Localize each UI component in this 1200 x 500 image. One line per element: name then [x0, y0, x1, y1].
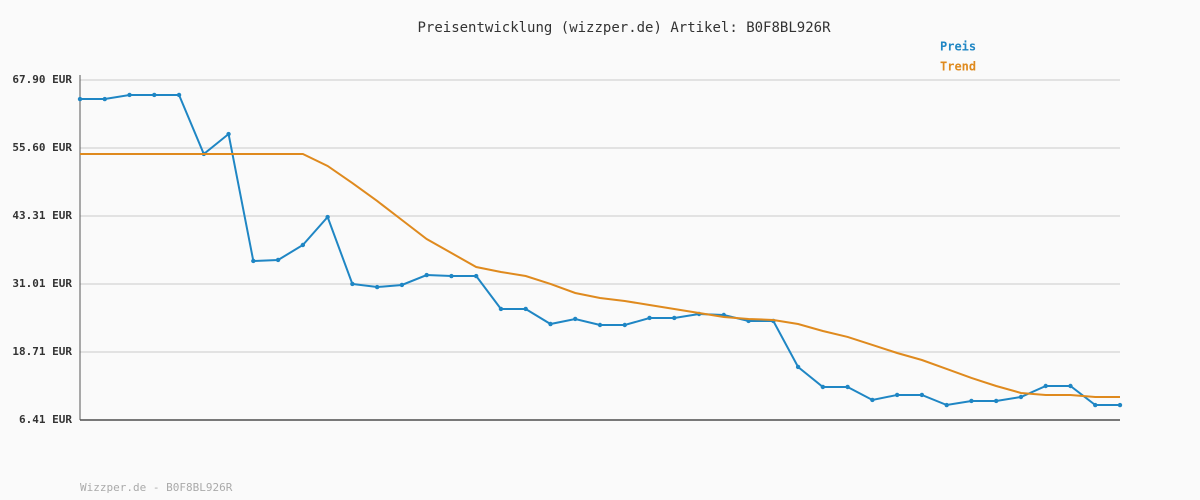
- marker: [325, 214, 330, 220]
- line: [80, 93, 1120, 407]
- line: [80, 152, 1120, 398]
- marker: [300, 242, 306, 248]
- marker: [523, 306, 528, 312]
- marker: [1093, 402, 1098, 408]
- marker: [894, 392, 900, 398]
- marker: [1018, 394, 1024, 400]
- marker: [1043, 383, 1048, 389]
- marker: [275, 257, 281, 263]
- marker: [845, 384, 850, 390]
- marker: [597, 322, 603, 328]
- marker: [622, 322, 627, 328]
- marker: [102, 96, 107, 102]
- marker: [152, 92, 157, 98]
- marker: [350, 281, 355, 287]
- marker: [993, 398, 999, 404]
- marker: [176, 92, 182, 98]
- marker: [374, 284, 380, 290]
- y-tick-label: 6.41 EUR: [19, 413, 72, 426]
- marker: [548, 321, 553, 327]
- marker: [647, 315, 652, 321]
- marker: [944, 402, 949, 408]
- marker: [969, 398, 974, 404]
- marker: [573, 316, 578, 322]
- chart-title: Preisentwicklung (wizzper.de) Artikel: B…: [417, 20, 831, 36]
- marker: [127, 92, 132, 98]
- marker: [1068, 383, 1073, 389]
- marker: [77, 96, 83, 102]
- marker: [498, 306, 504, 312]
- legend-label: Preis: [940, 40, 976, 54]
- footer: Wizzper.de - B0F8BL926R: [80, 481, 233, 494]
- marker: [226, 131, 231, 137]
- marker: [251, 258, 256, 264]
- legend-label: Trend: [940, 60, 976, 74]
- marker: [672, 315, 677, 321]
- marker: [870, 397, 875, 403]
- marker: [919, 392, 925, 398]
- marker: [795, 364, 801, 370]
- y-tick-label: 55.60 EUR: [12, 141, 72, 154]
- marker: [473, 273, 479, 279]
- y-tick-label: 31.01 EUR: [12, 277, 72, 290]
- marker: [820, 384, 826, 390]
- y-tick-label: 67.90 EUR: [12, 73, 72, 86]
- y-tick-label: 18.71 EUR: [12, 345, 72, 358]
- marker: [449, 273, 454, 279]
- marker: [1117, 402, 1123, 408]
- marker: [424, 272, 429, 278]
- y-tick-label: 43.31 EUR: [12, 209, 72, 222]
- marker: [399, 282, 405, 288]
